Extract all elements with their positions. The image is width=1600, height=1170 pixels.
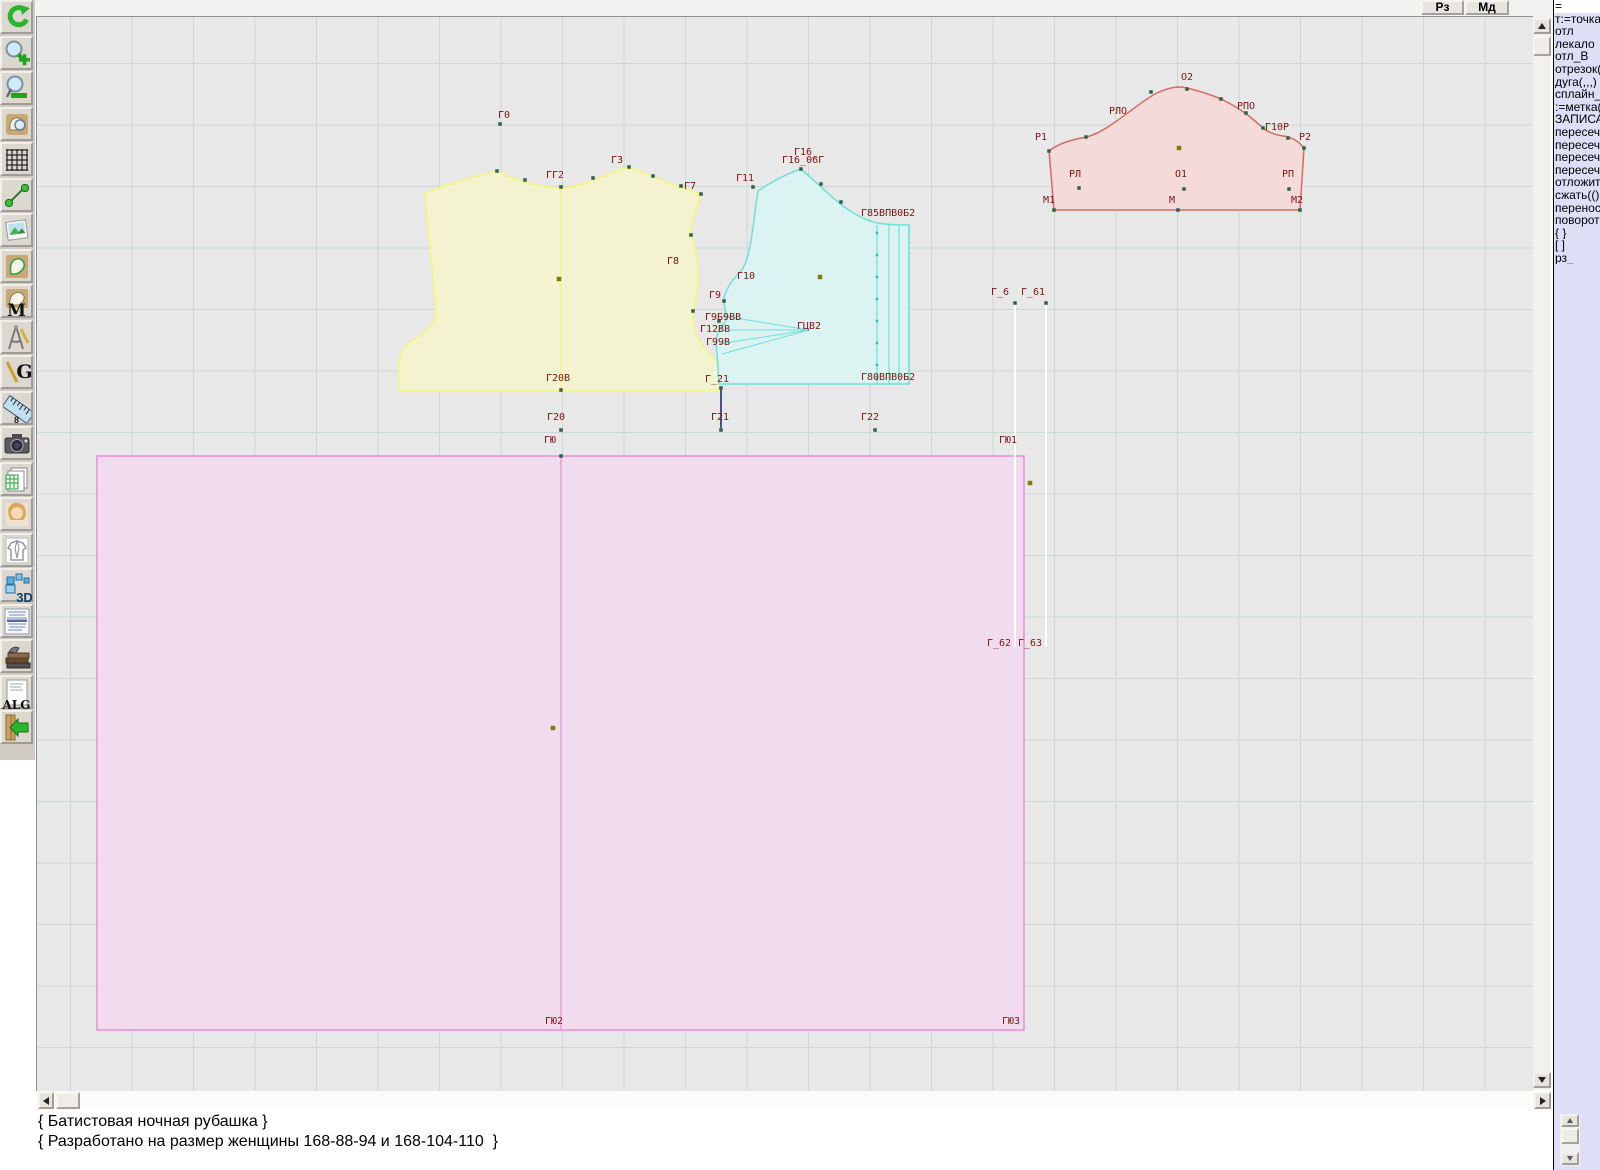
program-text-area[interactable]: { Батистовая ночная рубашка } { Разработ…: [0, 1112, 1553, 1170]
command-item[interactable]: пересеч: [1555, 125, 1600, 139]
command-item[interactable]: сплайн_: [1555, 88, 1600, 101]
ruler-digit: 8: [13, 414, 19, 425]
segment-icon[interactable]: [0, 177, 33, 212]
textarea-vscrollbar[interactable]: [1560, 1114, 1580, 1166]
command-item[interactable]: :=метка(: [1555, 100, 1600, 114]
letter-3d: 3D: [16, 589, 33, 605]
ruler-icon[interactable]: 8: [0, 390, 33, 425]
letter-m: M: [7, 301, 26, 321]
scroll-down-icon[interactable]: [1561, 1152, 1579, 1165]
grid-icon[interactable]: [0, 142, 33, 176]
command-item[interactable]: пересеч: [1555, 138, 1600, 152]
command-item[interactable]: дуга(,,,): [1555, 75, 1597, 89]
scroll-left-icon[interactable]: [38, 1092, 54, 1109]
exit-icon[interactable]: [0, 710, 33, 744]
front-dart-fan: [717, 315, 810, 355]
command-item[interactable]: поворот: [1555, 214, 1600, 227]
pattern-drawing: [96, 86, 1306, 1031]
front-pleat-lines: [876, 225, 910, 384]
portrait-icon[interactable]: [0, 497, 33, 531]
books-icon[interactable]: [0, 639, 33, 673]
command-item[interactable]: пересеч: [1555, 163, 1600, 177]
command-item[interactable]: отл: [1555, 25, 1574, 38]
command-item[interactable]: лекало: [1555, 37, 1595, 51]
vscroll-thumb[interactable]: [1533, 36, 1551, 56]
garment-icon[interactable]: [0, 532, 33, 567]
canvas-hscrollbar[interactable]: [36, 1092, 1551, 1110]
command-item[interactable]: сжать((): [1555, 188, 1600, 202]
command-item[interactable]: [ ]: [1555, 239, 1566, 252]
notch-dots: [875, 231, 879, 381]
pattern-m-icon[interactable]: M: [0, 284, 33, 321]
g-compass-icon[interactable]: G: [0, 355, 33, 389]
top-bar: Рз Мд: [35, 0, 1553, 16]
scroll-up-icon[interactable]: [1561, 1114, 1579, 1127]
spreadsheet-icon[interactable]: [0, 461, 33, 496]
command-item[interactable]: ЗАПИСА: [1555, 113, 1600, 126]
zoom-in-icon[interactable]: [0, 35, 33, 70]
view-piece-icon[interactable]: [0, 106, 33, 141]
command-item[interactable]: { }: [1555, 226, 1567, 240]
scroll-up-icon[interactable]: [1533, 18, 1551, 34]
zoom-out-icon[interactable]: [0, 71, 33, 105]
camera-icon[interactable]: [0, 426, 33, 460]
drawing-canvas[interactable]: Г0 ГГ2 Г3 Г7 Г8 Г9 Г10 Г11 Г16_ Г16_06Г Г85ВПВ0Б2 Г…: [36, 16, 1533, 1091]
command-panel: = т:=точка отл лекало отл_В отрезок(дуга(,,,)…: [1553, 0, 1600, 1170]
sleeve-piece[interactable]: [1048, 86, 1305, 211]
3d-icon[interactable]: 3D: [0, 568, 33, 605]
redraw-icon[interactable]: [0, 0, 33, 34]
command-item[interactable]: отложит: [1555, 176, 1600, 189]
letter-g: G: [16, 361, 33, 383]
md-button[interactable]: Мд: [1465, 0, 1509, 15]
image-icon[interactable]: [0, 213, 33, 247]
erased-guide-lines: [1014, 304, 1047, 647]
rp-thumb[interactable]: [1561, 1128, 1579, 1144]
command-item[interactable]: рз_: [1555, 251, 1574, 265]
command-item[interactable]: перенос: [1555, 201, 1600, 215]
command-item[interactable]: т:=точка: [1555, 12, 1600, 26]
program-comment-line: { Разработано на размер женщины 168-88-9…: [38, 1133, 498, 1150]
left-toolbar: M G 8 3D ALG: [0, 0, 35, 760]
compass-icon[interactable]: [0, 319, 33, 354]
command-item[interactable]: пересеч: [1555, 151, 1600, 164]
scroll-down-icon[interactable]: [1533, 1072, 1551, 1088]
alg-icon[interactable]: ALG: [0, 674, 33, 712]
front-piece[interactable]: [715, 168, 910, 385]
pivot-dots: [550, 145, 1182, 731]
rz-button[interactable]: Рз: [1421, 0, 1464, 15]
program-comment-line: { Батистовая ночная рубашка }: [38, 1113, 268, 1130]
point-markers: [495, 87, 1306, 458]
canvas-vscrollbar[interactable]: [1533, 16, 1551, 1090]
letter-alg: ALG: [2, 697, 31, 712]
command-item[interactable]: отрезок(: [1555, 62, 1600, 76]
command-item[interactable]: отл_В: [1555, 50, 1589, 63]
scroll-right-icon[interactable]: [1534, 1092, 1551, 1109]
pattern-icon[interactable]: [0, 248, 33, 283]
hscroll-thumb[interactable]: [56, 1092, 80, 1109]
command-item[interactable]: =: [1554, 0, 1600, 13]
textlist-icon[interactable]: [0, 603, 33, 638]
